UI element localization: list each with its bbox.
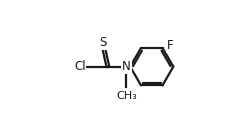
Text: S: S [99, 36, 106, 49]
Text: N: N [121, 60, 130, 73]
Text: F: F [166, 39, 172, 52]
Text: Cl: Cl [74, 60, 85, 73]
Text: CH₃: CH₃ [115, 91, 136, 101]
